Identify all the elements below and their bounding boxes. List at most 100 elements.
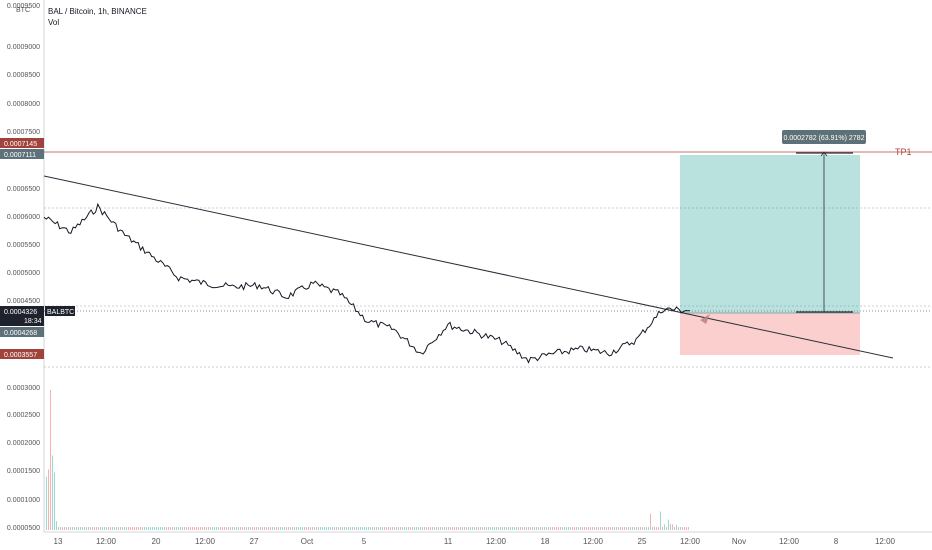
volume-bar xyxy=(446,527,447,530)
volume-bar xyxy=(208,527,209,530)
time-tick-label: 8 xyxy=(834,537,839,546)
volume-bar xyxy=(284,527,285,530)
symbol-title[interactable]: BAL / Bitcoin, 1h, BINANCE xyxy=(48,7,147,16)
volume-bar xyxy=(88,527,89,530)
volume-bar xyxy=(344,527,345,530)
volume-bar xyxy=(522,527,523,530)
volume-bar xyxy=(630,527,631,530)
volume-bar xyxy=(400,527,401,530)
volume-bar xyxy=(408,527,409,530)
volume-bars xyxy=(46,390,689,530)
volume-bar xyxy=(604,527,605,530)
time-tick-label: 12:00 xyxy=(875,537,896,546)
volume-bar xyxy=(46,476,47,530)
volume-bar xyxy=(268,527,269,530)
volume-bar xyxy=(224,527,225,530)
volume-bar xyxy=(342,527,343,530)
volume-bar xyxy=(104,527,105,530)
volume-bar xyxy=(468,527,469,530)
volume-bar xyxy=(128,527,129,530)
price-tick-label: 0.0004500 xyxy=(7,298,40,305)
volume-bar xyxy=(196,527,197,530)
volume-bar xyxy=(616,527,617,530)
loss-zone[interactable] xyxy=(680,313,860,355)
volume-bar xyxy=(140,527,141,530)
volume-bar xyxy=(276,527,277,530)
volume-bar xyxy=(628,527,629,530)
volume-bar xyxy=(646,526,647,530)
volume-bar xyxy=(392,527,393,530)
volume-bar xyxy=(492,527,493,530)
volume-bar xyxy=(530,527,531,530)
volume-bar xyxy=(110,527,111,530)
volume-bar xyxy=(536,527,537,530)
volume-bar xyxy=(194,527,195,530)
volume-bar xyxy=(656,527,657,530)
volume-bar xyxy=(70,527,71,530)
volume-bar xyxy=(74,527,75,530)
volume-bar xyxy=(76,527,77,530)
volume-bar xyxy=(282,527,283,530)
profit-zone[interactable] xyxy=(680,155,860,313)
volume-bar xyxy=(236,527,237,530)
volume-bar xyxy=(214,527,215,530)
volume-bar xyxy=(660,511,661,530)
volume-bar xyxy=(506,527,507,530)
volume-bar xyxy=(610,527,611,530)
volume-bar xyxy=(488,527,489,530)
volume-bar xyxy=(138,527,139,530)
volume-bar xyxy=(362,527,363,530)
volume-bar xyxy=(494,527,495,530)
volume-bar xyxy=(92,527,93,530)
volume-bar xyxy=(430,527,431,530)
volume-bar xyxy=(190,527,191,530)
volume-bar xyxy=(348,527,349,530)
volume-bar xyxy=(56,521,57,530)
volume-bar xyxy=(670,524,671,530)
volume-bar xyxy=(512,527,513,530)
volume-bar xyxy=(306,527,307,530)
volume-bar xyxy=(566,527,567,530)
volume-bar xyxy=(256,527,257,530)
volume-bar xyxy=(158,527,159,530)
volume-bar xyxy=(310,527,311,530)
volume-bar xyxy=(54,472,55,530)
volume-bar xyxy=(90,527,91,530)
volume-bar xyxy=(534,527,535,530)
volume-bar xyxy=(406,527,407,530)
measure-arrow-icon xyxy=(820,151,828,157)
volume-bar xyxy=(212,527,213,530)
volume-bar xyxy=(72,527,73,530)
volume-bar xyxy=(270,527,271,530)
volume-bar xyxy=(480,527,481,530)
volume-bar xyxy=(516,527,517,530)
volume-indicator-label[interactable]: Vol xyxy=(48,18,59,27)
volume-bar xyxy=(674,527,675,530)
time-axis[interactable]: 13 12:00 20 12:00 27 Oct 5 11 12:00 18 12:00 25 12:0… xyxy=(54,537,896,546)
volume-bar xyxy=(346,527,347,530)
volume-bar xyxy=(578,527,579,530)
price-tick-label: 0.0009500 xyxy=(7,3,40,10)
volume-bar xyxy=(632,527,633,530)
current-price-badge xyxy=(0,306,44,326)
volume-bar xyxy=(602,527,603,530)
volume-bar xyxy=(114,527,115,530)
countdown-text: 18:34 xyxy=(24,318,42,325)
volume-bar xyxy=(134,527,135,530)
volume-bar xyxy=(312,527,313,530)
volume-bar xyxy=(470,527,471,530)
volume-bar xyxy=(234,527,235,530)
price-axis[interactable]: 0.0009500 0.0009000 0.0008500 0.0008000 0.00… xyxy=(7,3,40,532)
volume-bar xyxy=(580,527,581,530)
price-tick-label: 0.0005500 xyxy=(7,242,40,249)
volume-bar xyxy=(302,527,303,530)
volume-bar xyxy=(684,527,685,530)
volume-bar xyxy=(130,527,131,530)
volume-bar xyxy=(442,527,443,530)
trendline[interactable] xyxy=(43,175,894,359)
volume-bar xyxy=(330,527,331,530)
volume-bar xyxy=(402,527,403,530)
volume-bar xyxy=(608,527,609,530)
